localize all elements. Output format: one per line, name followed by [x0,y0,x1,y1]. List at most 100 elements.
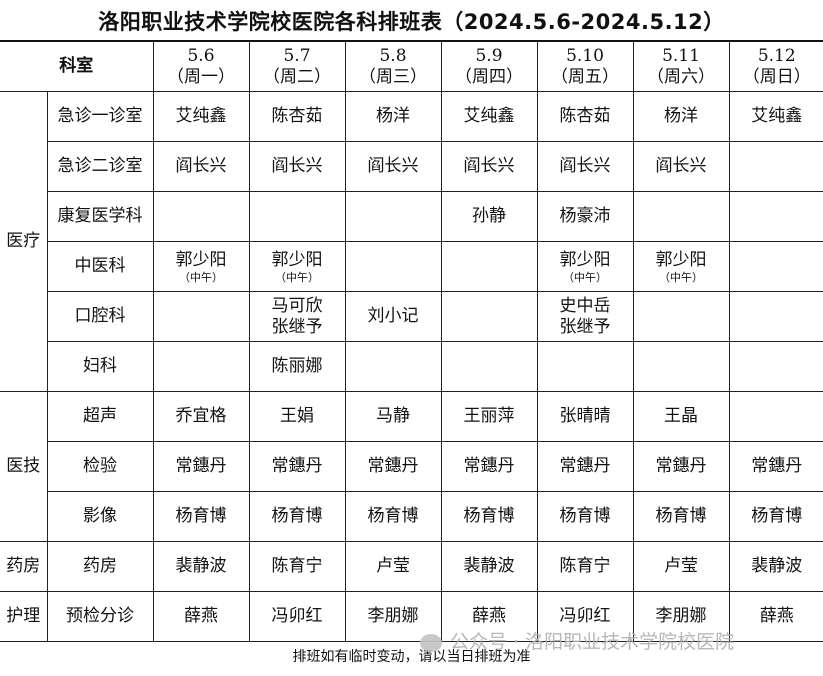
duty-cell: 史中岳 张继予 [536,291,634,342]
day-header: 5.9 （周四） [440,40,538,92]
staff-name: 王晶 [664,406,698,426]
duty-cell [440,341,538,392]
group-label: 药房 [0,541,48,592]
duty-cell: 冯卯红 [536,591,634,642]
duty-cell: 杨育博 [632,491,730,542]
staff-name: 乔宜格 [175,406,227,426]
footer-note: 排班如有临时变动，请以当日排班为准 [292,649,531,665]
day-weekday: （周四） [455,66,523,87]
dept-label: 口腔科 [46,291,154,342]
duty-cell: 常鏸丹 [344,441,442,492]
duty-cell: 常鏸丹 [440,441,538,492]
duty-cell: 王晶 [632,391,730,442]
duty-cell: 薛燕 [152,591,250,642]
staff-name: 杨育博 [751,506,803,526]
day-weekday: （周一） [167,66,235,87]
day-date: 5.10 [566,45,604,66]
staff-name: 常鏸丹 [559,456,611,476]
day-weekday: （周五） [551,66,619,87]
staff-name: 冯卯红 [271,606,323,626]
staff-name: 常鏸丹 [751,456,803,476]
staff-name: 杨豪沛 [559,206,611,226]
duty-cell [632,191,730,242]
staff-name: 阎长兴 [655,156,707,176]
duty-cell [152,341,250,392]
staff-name: 陈育宁 [271,556,323,576]
schedule-row: 影像 杨育博 杨育博 杨育博 杨育博 杨育博 杨育博 杨育博 [0,491,823,542]
day-weekday: （周六） [647,66,715,87]
duty-cell: 杨洋 [344,91,442,142]
staff-name: 郭少阳 [655,249,707,270]
dept-label: 中医科 [46,241,154,292]
shift-note: （中午） [563,270,607,284]
duty-cell [440,291,538,342]
staff-name: 卢莹 [376,556,410,576]
duty-cell: 陈丽娜 [248,341,346,392]
staff-name: 阎长兴 [559,156,611,176]
duty-cell: 王丽萍 [440,391,538,442]
staff-name: 常鏸丹 [655,456,707,476]
shift-note: （中午） [659,270,703,284]
duty-cell [728,141,823,192]
duty-cell: 阎长兴 [344,141,442,192]
day-weekday: （周二） [263,66,331,87]
staff-name: 艾纯鑫 [751,106,803,126]
group-label: 医技 [0,391,48,542]
day-date: 5.6 [187,45,215,66]
shift-note: （中午） [179,270,223,284]
duty-cell: 卢莹 [344,541,442,592]
staff-name: 杨育博 [175,506,227,526]
day-date: 5.9 [475,45,503,66]
staff-name: 杨育博 [271,506,323,526]
page-title: 洛阳职业技术学院校医院各科排班表（2024.5.6-2024.5.12） [98,10,725,34]
staff-name: 阎长兴 [463,156,515,176]
duty-cell: 常鏸丹 [152,441,250,492]
duty-cell [632,341,730,392]
duty-cell: 王娟 [248,391,346,442]
duty-cell [536,341,634,392]
schedule-row: 检验 常鏸丹 常鏸丹 常鏸丹 常鏸丹 常鏸丹 常鏸丹 常鏸丹 [0,441,823,492]
staff-name: 阎长兴 [175,156,227,176]
staff-name: 张晴晴 [559,406,611,426]
duty-cell [728,241,823,292]
duty-cell: 陈杏茹 [536,91,634,142]
day-date: 5.7 [283,45,311,66]
duty-cell: 艾纯鑫 [728,91,823,142]
duty-cell: 常鏸丹 [632,441,730,492]
duty-cell: 杨育博 [344,491,442,542]
dept-label: 药房 [46,541,154,592]
dept-label: 急诊一诊室 [46,91,154,142]
shift-note: （中午） [275,270,319,284]
schedule-row: 妇科 陈丽娜 [0,341,823,392]
schedule-table: 科室 5.6 （周一） 5.7 （周二） 5.8 （周三） 5.9 （周四） 5.10 （周五） 5.… [0,40,823,642]
duty-cell: 郭少阳 （中午） [536,241,634,292]
duty-cell: 马静 [344,391,442,442]
staff-name: 裴静波 [463,556,515,576]
duty-cell: 郭少阳 （中午） [152,241,250,292]
duty-cell: 李朋娜 [632,591,730,642]
duty-cell: 杨豪沛 [536,191,634,242]
duty-cell: 常鏸丹 [248,441,346,492]
staff-name: 李朋娜 [367,606,419,626]
duty-cell: 乔宜格 [152,391,250,442]
duty-cell: 杨育博 [440,491,538,542]
duty-cell: 杨育博 [728,491,823,542]
staff-name: 艾纯鑫 [463,106,515,126]
duty-cell: 冯卯红 [248,591,346,642]
staff-name: 常鏸丹 [175,456,227,476]
staff-name: 裴静波 [751,556,803,576]
staff-name: 薛燕 [472,606,506,626]
duty-cell: 常鏸丹 [728,441,823,492]
schedule-row: 医疗 急诊一诊室 艾纯鑫 陈杏茹 杨洋 艾纯鑫 陈杏茹 杨洋 艾纯鑫 [0,91,823,392]
staff-name: 常鏸丹 [271,456,323,476]
dept-label: 妇科 [46,341,154,392]
duty-cell [728,391,823,442]
schedule-row: 急诊二诊室 阎长兴 阎长兴 阎长兴 阎长兴 阎长兴 阎长兴 [0,141,823,192]
staff-name: 杨洋 [664,106,698,126]
duty-cell: 杨洋 [632,91,730,142]
day-date: 5.8 [379,45,407,66]
duty-cell [440,241,538,292]
watermark: 公众号 · 洛阳职业技术学院校医院 [420,627,734,654]
duty-cell [728,191,823,242]
duty-cell: 杨育博 [536,491,634,542]
